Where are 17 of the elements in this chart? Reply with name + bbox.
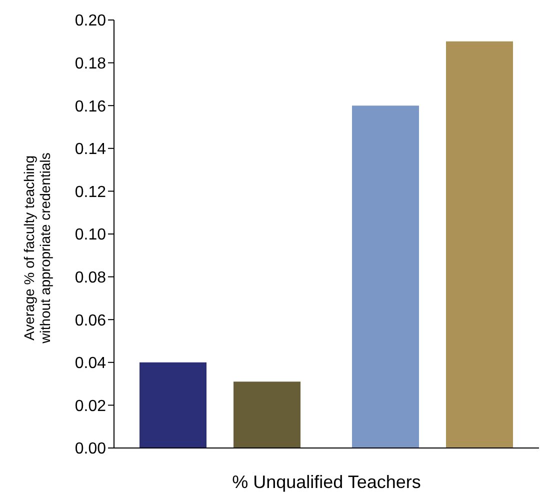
y-tick-label: 0.18 [74,55,106,72]
y-tick-label: 0.02 [74,398,106,415]
bar [446,41,513,448]
y-tick-label: 0.20 [74,12,106,30]
bar [234,382,300,448]
bar [352,106,419,448]
y-tick-label: 0.14 [74,141,106,158]
y-tick-label: 0.04 [74,355,106,372]
y-tick-label: 0.08 [74,269,106,286]
x-axis-title: % Unqualified Teachers [232,472,421,492]
bar [140,362,206,448]
y-axis-title: Average % of faculty teaching without appropriate credentials [21,152,53,344]
y-tick-label: 0.10 [74,226,106,244]
y-tick-label: 0.16 [74,98,106,116]
y-tick-label: 0.00 [74,440,106,458]
y-tick-label: 0.12 [74,184,106,201]
y-tick-label: 0.06 [74,312,106,330]
